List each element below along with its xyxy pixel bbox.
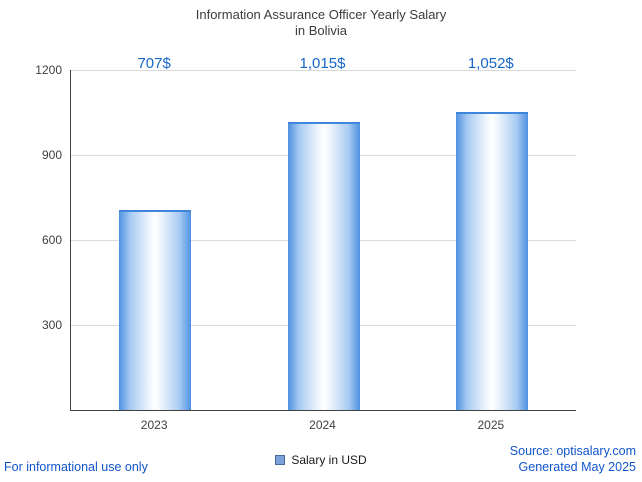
source-info: Source: optisalary.com Generated May 202… — [510, 443, 636, 475]
bar-2024[interactable] — [287, 122, 360, 410]
source-link[interactable]: Source: optisalary.com — [509, 444, 636, 458]
plot-area — [70, 70, 576, 411]
gridline — [71, 70, 576, 71]
y-axis-tick-label: 1200 — [35, 63, 62, 77]
x-axis-tick-label: 2023 — [140, 418, 168, 432]
bar-value-label: 1,015$ — [299, 55, 346, 72]
chart-title: Information Assurance Officer Yearly Sal… — [195, 7, 447, 22]
disclaimer-text: For informational use only — [4, 460, 148, 474]
bar-2025[interactable] — [455, 111, 528, 410]
legend-swatch-icon — [275, 455, 286, 465]
chart-subtitle: in Bolivia — [294, 23, 348, 38]
bar-value-label: 1,052$ — [467, 55, 514, 72]
bar-2023[interactable] — [119, 209, 192, 410]
generated-date: Generated May 2025 — [518, 460, 636, 474]
x-axis-tick-label: 2025 — [477, 418, 505, 432]
x-axis-tick-label: 2024 — [309, 418, 336, 432]
y-axis-tick-label: 900 — [41, 148, 62, 162]
y-axis-tick-label: 300 — [41, 318, 62, 332]
legend: Salary in USD — [0, 453, 642, 467]
legend-label: Salary in USD — [291, 453, 367, 467]
y-axis-tick-label: 600 — [41, 233, 62, 247]
bar-value-label: 707$ — [137, 55, 171, 72]
